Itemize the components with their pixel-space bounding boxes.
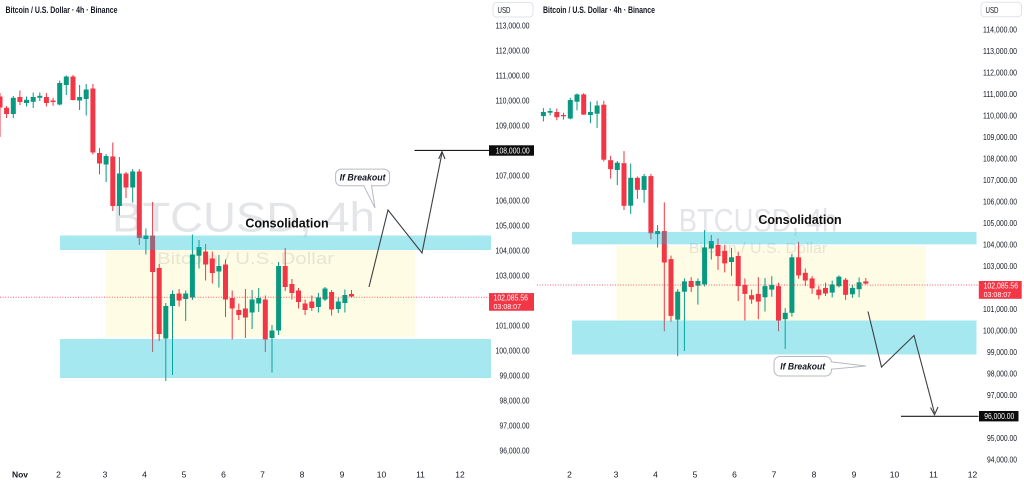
svg-text:96,000.00: 96,000.00: [500, 446, 530, 456]
svg-text:2: 2: [567, 470, 572, 480]
svg-text:11: 11: [416, 470, 425, 480]
svg-text:3: 3: [614, 470, 619, 480]
svg-text:112,000.00: 112,000.00: [496, 46, 530, 56]
svg-text:94,000.00: 94,000.00: [987, 454, 1017, 464]
svg-text:100,000.00: 100,000.00: [983, 325, 1017, 335]
svg-text:104,000.00: 104,000.00: [983, 239, 1017, 249]
svg-text:3: 3: [103, 470, 108, 480]
svg-text:4: 4: [142, 470, 147, 480]
svg-text:105,000.00: 105,000.00: [983, 218, 1017, 228]
svg-text:107,000.00: 107,000.00: [496, 171, 530, 181]
svg-text:11: 11: [929, 470, 938, 480]
svg-text:109,000.00: 109,000.00: [496, 121, 530, 131]
svg-text:97,000.00: 97,000.00: [500, 421, 530, 431]
svg-text:Consolidation: Consolidation: [758, 213, 841, 227]
svg-text:105,000.00: 105,000.00: [496, 221, 530, 231]
svg-text:Nov: Nov: [12, 470, 28, 480]
svg-text:9: 9: [852, 470, 857, 480]
svg-text:108,000.00: 108,000.00: [983, 153, 1017, 163]
svg-text:Consolidation: Consolidation: [245, 216, 328, 230]
svg-text:12: 12: [455, 470, 465, 480]
svg-text:99,000.00: 99,000.00: [500, 371, 530, 381]
svg-text:108,000.00: 108,000.00: [496, 145, 530, 155]
svg-text:12: 12: [968, 470, 978, 480]
svg-text:7: 7: [260, 470, 265, 480]
svg-text:If Breakout: If Breakout: [780, 362, 826, 372]
svg-text:111,000.00: 111,000.00: [983, 89, 1017, 99]
svg-text:03:08:07: 03:08:07: [984, 290, 1012, 299]
svg-text:If Breakout: If Breakout: [340, 173, 387, 183]
svg-text:2: 2: [56, 470, 61, 480]
svg-text:102,085.56: 102,085.56: [494, 292, 529, 302]
svg-text:98,000.00: 98,000.00: [500, 396, 530, 406]
svg-text:99,000.00: 99,000.00: [987, 347, 1017, 357]
svg-text:5: 5: [182, 470, 187, 480]
svg-text:5: 5: [693, 470, 698, 480]
svg-text:100,000.00: 100,000.00: [496, 346, 530, 356]
svg-text:95,000.00: 95,000.00: [987, 433, 1017, 443]
svg-text:101,000.00: 101,000.00: [983, 304, 1017, 314]
svg-text:BTCUSD, 4h: BTCUSD, 4h: [679, 203, 838, 239]
svg-text:97,000.00: 97,000.00: [987, 390, 1017, 400]
svg-text:10: 10: [377, 470, 387, 480]
svg-text:Bitcoin / U.S. Dollar · 4h · B: Bitcoin / U.S. Dollar · 4h · Binance: [6, 5, 118, 15]
svg-text:112,000.00: 112,000.00: [983, 67, 1017, 77]
svg-text:8: 8: [812, 470, 817, 480]
svg-text:106,000.00: 106,000.00: [983, 196, 1017, 206]
svg-text:6: 6: [732, 470, 737, 480]
svg-text:109,000.00: 109,000.00: [983, 132, 1017, 142]
svg-text:113,000.00: 113,000.00: [496, 21, 530, 31]
svg-text:103,000.00: 103,000.00: [983, 261, 1017, 271]
svg-text:USD: USD: [986, 5, 999, 15]
svg-text:4: 4: [653, 470, 658, 480]
svg-text:101,000.00: 101,000.00: [496, 321, 530, 331]
svg-text:7: 7: [772, 470, 777, 480]
svg-text:BTCUSD, 4h: BTCUSD, 4h: [112, 194, 375, 241]
svg-text:8: 8: [300, 470, 305, 480]
svg-text:111,000.00: 111,000.00: [496, 71, 530, 81]
svg-text:102,085.56: 102,085.56: [984, 280, 1019, 290]
svg-text:103,000.00: 103,000.00: [496, 271, 530, 281]
svg-text:104,000.00: 104,000.00: [496, 246, 530, 256]
svg-text:98,000.00: 98,000.00: [987, 368, 1017, 378]
svg-text:10: 10: [890, 470, 900, 480]
svg-text:6: 6: [221, 470, 226, 480]
svg-text:113,000.00: 113,000.00: [983, 46, 1017, 56]
svg-text:106,000.00: 106,000.00: [496, 196, 530, 206]
svg-text:USD: USD: [498, 5, 511, 15]
svg-text:110,000.00: 110,000.00: [983, 110, 1017, 120]
svg-text:03:08:07: 03:08:07: [494, 302, 522, 311]
svg-text:107,000.00: 107,000.00: [983, 175, 1017, 185]
svg-text:9: 9: [340, 470, 345, 480]
svg-text:110,000.00: 110,000.00: [496, 96, 530, 106]
svg-text:114,000.00: 114,000.00: [983, 24, 1017, 34]
svg-text:Bitcoin / U.S. Dollar · 4h · B: Bitcoin / U.S. Dollar · 4h · Binance: [543, 5, 655, 15]
svg-text:96,000.00: 96,000.00: [984, 411, 1014, 421]
